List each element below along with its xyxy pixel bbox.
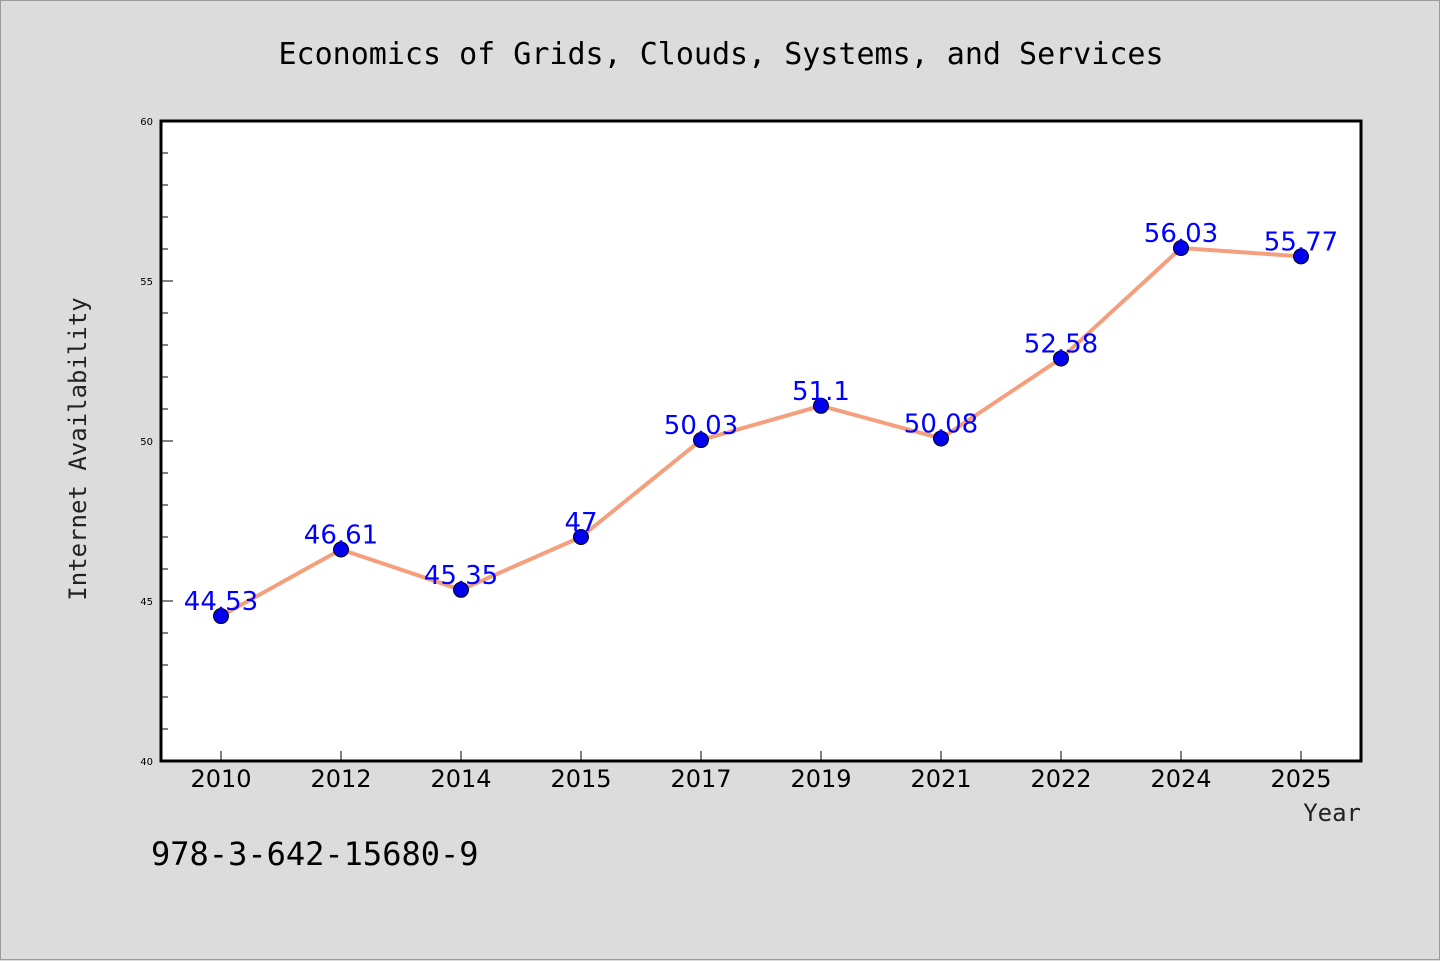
data-label: 47: [564, 508, 597, 538]
x-tick-label: 2019: [790, 765, 851, 793]
data-point: [573, 529, 589, 545]
data-point: [933, 430, 949, 447]
data-label: 56.03: [1144, 219, 1218, 249]
data-point: [813, 397, 829, 414]
data-point: [693, 432, 709, 449]
x-tick-label: 2021: [910, 765, 971, 793]
series-layer: 44.53 46.61 45.35 47 50.03 51.1 50.08 52.58 56.0…: [184, 219, 1338, 625]
chart-title: Economics of Grids, Clouds, Systems, and…: [278, 37, 1163, 72]
x-tick-label: 2012: [310, 765, 371, 793]
y-tick-label: 45: [140, 597, 153, 608]
y-axis-label: Internet Availability: [64, 297, 92, 600]
y-tick-label: 55: [140, 277, 153, 288]
data-label: 50.03: [664, 411, 738, 441]
plot-area: [159, 119, 1363, 763]
data-point: [1173, 240, 1189, 257]
y-tick-label: 40: [140, 757, 153, 768]
isbn-footnote: 978-3-642-15680-9: [151, 835, 479, 873]
data-label: 51.1: [792, 377, 850, 407]
data-point: [1293, 248, 1309, 265]
y-axis: 40 45 50 55 60: [140, 117, 173, 768]
data-point: [213, 608, 229, 625]
x-tick-label: 2010: [190, 765, 251, 793]
data-label: 45.35: [424, 561, 498, 591]
data-point: [1053, 350, 1069, 367]
data-label: 50.08: [904, 409, 978, 439]
x-tick-label: 2022: [1030, 765, 1091, 793]
data-label: 52.58: [1024, 329, 1098, 359]
data-label: 46.61: [304, 520, 378, 550]
x-tick-label: 2017: [670, 765, 731, 793]
x-tick-label: 2024: [1150, 765, 1211, 793]
data-point: [333, 541, 349, 558]
x-axis-label: Year: [1303, 799, 1361, 827]
x-tick-label: 2014: [430, 765, 491, 793]
x-tick-label: 2025: [1270, 765, 1331, 793]
data-label: 55.77: [1264, 227, 1338, 257]
y-tick-label: 60: [140, 117, 153, 128]
series-line: [220, 246, 1302, 618]
x-axis: 2010 2012 2014 2015 2017 2019 2021 2022 2024 2025: [190, 751, 1332, 793]
x-tick-label: 2015: [550, 765, 611, 793]
data-point: [453, 581, 469, 598]
data-label: 44.53: [184, 587, 258, 617]
y-tick-label: 50: [140, 437, 153, 448]
